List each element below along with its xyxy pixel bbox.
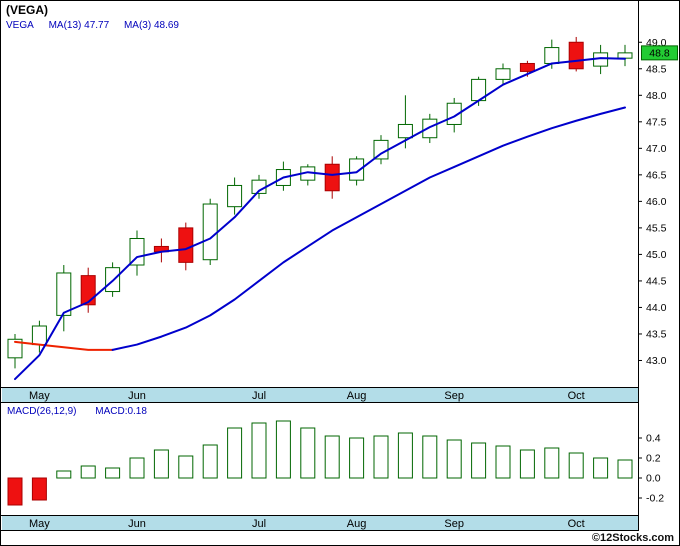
candle-up — [495, 68, 511, 80]
macd-bar-positive — [568, 452, 584, 479]
macd-bar-positive — [422, 435, 438, 479]
price-tick-label: 46.0 — [646, 196, 667, 208]
svg-text:48.8: 48.8 — [649, 48, 670, 60]
macd-bar-positive — [105, 467, 121, 479]
macd-tick-label: 0.2 — [646, 453, 661, 465]
macd-bar-positive — [446, 439, 462, 479]
month-label: May — [29, 390, 50, 402]
month-label: Jun — [128, 518, 146, 530]
macd-bar-positive — [471, 442, 487, 479]
price-tick-label: 48.0 — [646, 90, 667, 102]
macd-bar-positive — [544, 447, 560, 479]
moving-averages — [14, 57, 626, 381]
macd-tick-label: 0.4 — [646, 433, 661, 445]
macd-axis-labels: 0.4 0.2 0.0 -0.2 — [638, 433, 664, 505]
candle-up — [202, 203, 218, 261]
candle-up — [7, 338, 23, 359]
price-tick-label: 45.0 — [646, 249, 667, 261]
month-label: Sep — [444, 390, 464, 402]
macd-bar-positive — [129, 457, 145, 479]
price-tick-label: 46.5 — [646, 169, 667, 181]
candle-up — [129, 237, 145, 266]
month-label: Oct — [568, 518, 585, 530]
macd-bar-negative — [7, 477, 23, 506]
candle-up — [56, 272, 72, 316]
macd-bar-positive — [617, 459, 633, 479]
legend-ma13: MA(13) 47.77 — [48, 20, 110, 31]
price-tick-label: 47.0 — [646, 143, 667, 155]
candle-down — [324, 163, 340, 192]
month-label: Aug — [347, 518, 367, 530]
macd-bar-positive — [202, 444, 218, 479]
macd-legend: MACD(26,12,9) MACD:0.18 — [7, 406, 163, 417]
candle-up — [422, 118, 438, 139]
ma13-line-falling — [14, 340, 114, 351]
ma13-line — [111, 106, 626, 351]
month-label: Sep — [444, 518, 464, 530]
candle-down — [80, 275, 96, 306]
month-label: May — [29, 518, 50, 530]
price-tick-label: 47.5 — [646, 116, 667, 128]
macd-bar-positive — [324, 435, 340, 479]
month-label: Jul — [252, 518, 266, 530]
macd-bar-positive — [300, 427, 316, 479]
macd-params: MACD(26,12,9) — [7, 406, 77, 417]
macd-bar-positive — [275, 420, 291, 479]
candle-up — [349, 158, 365, 181]
price-tick-label: 43.5 — [646, 328, 667, 340]
macd-value: MACD:0.18 — [95, 406, 147, 417]
price-axis-labels: 49.048.548.047.547.046.546.045.545.044.5… — [638, 37, 667, 367]
month-label: Oct — [568, 390, 585, 402]
candles — [7, 36, 633, 369]
macd-bar-positive — [593, 457, 609, 479]
macd-bar-positive — [397, 432, 413, 479]
price-tick-label: 48.5 — [646, 63, 667, 75]
last-price-label: 48.8 — [641, 45, 678, 61]
macd-bar-positive — [495, 445, 511, 479]
candle-up — [31, 325, 47, 346]
macd-bar-positive — [178, 455, 194, 479]
macd-bar-positive — [251, 422, 267, 479]
copyright: ©12Stocks.com — [591, 532, 674, 544]
candle-up — [227, 184, 243, 208]
legend-symbol: VEGA — [6, 20, 34, 31]
macd-bar-positive — [227, 427, 243, 479]
price-tick-label: 44.5 — [646, 275, 667, 287]
candle-up — [544, 47, 560, 64]
candle-down — [519, 62, 535, 72]
ma3-line — [14, 57, 626, 381]
chart-title: (VEGA) — [6, 3, 48, 17]
price-tick-label: 43.0 — [646, 355, 667, 367]
macd-bar-positive — [349, 437, 365, 479]
candle-down — [568, 41, 584, 70]
macd-bar-positive — [80, 465, 96, 479]
month-label: Jun — [128, 390, 146, 402]
price-tick-label: 45.5 — [646, 222, 667, 234]
month-label: Aug — [347, 390, 367, 402]
month-label: Jul — [252, 390, 266, 402]
candle-up — [617, 52, 633, 59]
axis-bands: May Jun Jul Aug Sep Oct May Jun Jul Aug Sep Oct — [1, 1, 639, 531]
macd-bar-negative — [31, 477, 47, 501]
price-legend: VEGA MA(13) 47.77 MA(3) 48.69 — [6, 20, 191, 31]
macd-tick-label: 0.0 — [646, 473, 661, 485]
macd-bar-positive — [519, 449, 535, 479]
candle-up — [397, 123, 413, 139]
candle-down — [178, 227, 194, 263]
candle-up — [446, 102, 462, 125]
legend-ma3: MA(3) 48.69 — [123, 20, 179, 31]
macd-bar-positive — [373, 435, 389, 479]
macd-histogram — [7, 420, 633, 506]
macd-tick-label: -0.2 — [646, 493, 664, 505]
price-tick-label: 44.0 — [646, 302, 667, 314]
macd-bar-positive — [56, 470, 72, 479]
macd-bar-positive — [153, 449, 169, 479]
